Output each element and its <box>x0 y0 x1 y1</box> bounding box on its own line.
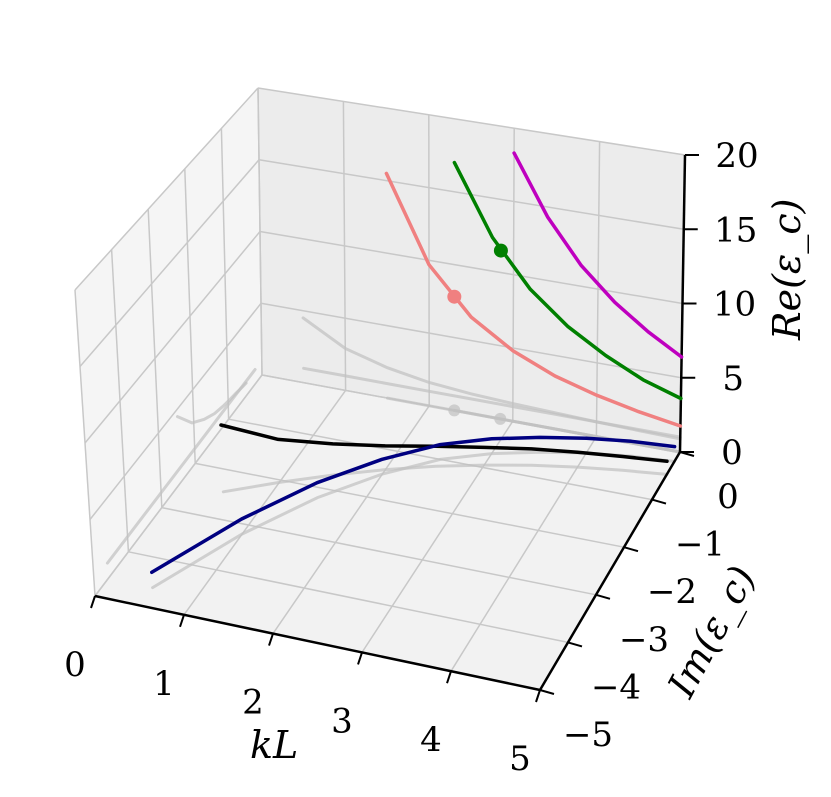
y-axis-line <box>538 451 682 691</box>
y-tick <box>595 593 611 600</box>
series-line-4 <box>452 160 683 401</box>
x-axis-line <box>94 594 541 692</box>
grid-line <box>84 231 261 444</box>
y-tick <box>623 546 639 553</box>
x-tick <box>268 633 274 646</box>
shadow-marker <box>494 412 507 425</box>
grid-line <box>272 405 430 635</box>
z-tick-label: 15 <box>714 210 757 250</box>
shadow-floor-line <box>511 419 682 454</box>
x-tick-label: 4 <box>420 720 442 760</box>
x-tick <box>357 652 363 665</box>
y-tick <box>539 689 555 695</box>
y-tick-label: −2 <box>647 572 697 612</box>
x-tick <box>90 595 96 609</box>
grid-line <box>74 87 259 291</box>
series-line-2 <box>150 435 677 575</box>
y-tick-label: −3 <box>619 620 669 660</box>
x-tick-label: 2 <box>242 683 264 723</box>
x-tick-label: 0 <box>64 645 86 685</box>
grid-line <box>195 462 625 548</box>
y-tick-label: −1 <box>675 525 725 565</box>
shadow-marker <box>448 404 461 417</box>
x-tick <box>446 670 452 684</box>
y-tick-label: −4 <box>591 667 641 707</box>
grid-line <box>128 551 569 644</box>
shadow-side-line <box>105 368 257 565</box>
back-pane <box>258 88 685 452</box>
y-tick <box>651 498 667 505</box>
grid-line <box>260 302 682 379</box>
grid-line <box>450 436 598 672</box>
grid-line <box>259 230 683 305</box>
shadow-floor-line <box>221 463 669 494</box>
grid-line <box>361 420 514 653</box>
tick-labels: 0 1 2 3 4 5 0 −1 −2 −3 −4 −5 0 5 10 15 20 <box>64 136 758 779</box>
grid-line <box>183 389 347 616</box>
y-tick-label: −5 <box>563 715 613 755</box>
z-axis-label: Re(ε_c) <box>765 199 810 341</box>
z-tick-label: 10 <box>713 285 756 325</box>
y-tick <box>567 641 583 648</box>
data-marker-1 <box>447 289 462 304</box>
series-line-5 <box>512 151 684 359</box>
series-line-1 <box>219 423 669 464</box>
shadow-back-line <box>302 366 682 439</box>
grid-line <box>89 302 262 520</box>
y-tick-label: 0 <box>717 477 739 517</box>
x-tick <box>535 689 541 703</box>
axis-lines <box>90 154 699 703</box>
z-tick-label: 5 <box>722 359 744 399</box>
x-tick <box>179 614 185 628</box>
series-line-3 <box>384 171 683 428</box>
x-tick-label: 5 <box>509 739 531 779</box>
x-tick-label: 3 <box>331 701 353 741</box>
x-axis-label: kL <box>250 723 298 767</box>
grid-line <box>79 159 260 367</box>
grid-line <box>94 374 263 597</box>
z-tick-label: 0 <box>721 433 743 473</box>
grid-line <box>257 87 686 156</box>
data-marker-2 <box>493 243 508 258</box>
x-tick-label: 1 <box>153 664 175 704</box>
z-tick-label: 20 <box>715 136 758 176</box>
series-lines <box>150 151 684 575</box>
